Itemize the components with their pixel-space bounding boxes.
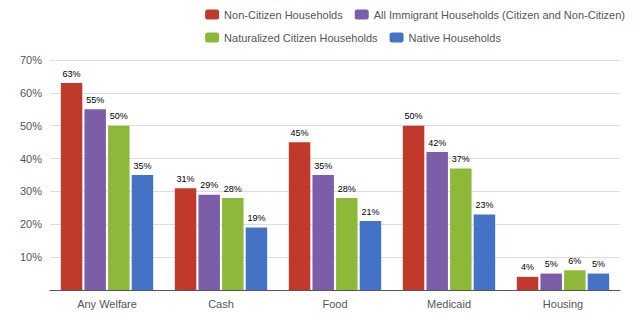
svg-text:19%: 19% [247,213,265,223]
svg-text:31%: 31% [177,174,195,184]
svg-text:Naturalized Citizen Households: Naturalized Citizen Households [224,32,378,44]
svg-text:5%: 5% [545,259,558,269]
svg-text:All Immigrant Households (Citi: All Immigrant Households (Citizen and No… [374,9,625,21]
svg-text:40%: 40% [20,153,42,165]
svg-text:23%: 23% [475,200,493,210]
svg-text:50%: 50% [20,120,42,132]
svg-text:50%: 50% [110,111,128,121]
svg-text:45%: 45% [291,128,309,138]
svg-text:5%: 5% [592,259,605,269]
svg-text:Food: Food [322,298,347,310]
svg-text:35%: 35% [314,161,332,171]
svg-text:Medicaid: Medicaid [427,298,471,310]
svg-text:29%: 29% [200,180,218,190]
svg-text:10%: 10% [20,251,42,263]
svg-text:63%: 63% [63,69,81,79]
svg-text:28%: 28% [224,184,242,194]
svg-text:Housing: Housing [543,298,583,310]
svg-text:30%: 30% [20,185,42,197]
svg-text:28%: 28% [338,184,356,194]
svg-text:Any Welfare: Any Welfare [77,298,137,310]
svg-text:70%: 70% [20,54,42,66]
svg-text:50%: 50% [405,111,423,121]
svg-text:42%: 42% [428,138,446,148]
svg-text:4%: 4% [521,262,534,272]
svg-text:37%: 37% [452,154,470,164]
svg-text:35%: 35% [133,161,151,171]
svg-text:Cash: Cash [208,298,234,310]
svg-text:Native Households: Native Households [409,32,502,44]
svg-text:20%: 20% [20,218,42,230]
svg-text:Non-Citizen Households: Non-Citizen Households [224,9,343,21]
svg-text:60%: 60% [20,87,42,99]
svg-text:6%: 6% [568,256,581,266]
svg-text:21%: 21% [361,207,379,217]
svg-text:55%: 55% [86,95,104,105]
